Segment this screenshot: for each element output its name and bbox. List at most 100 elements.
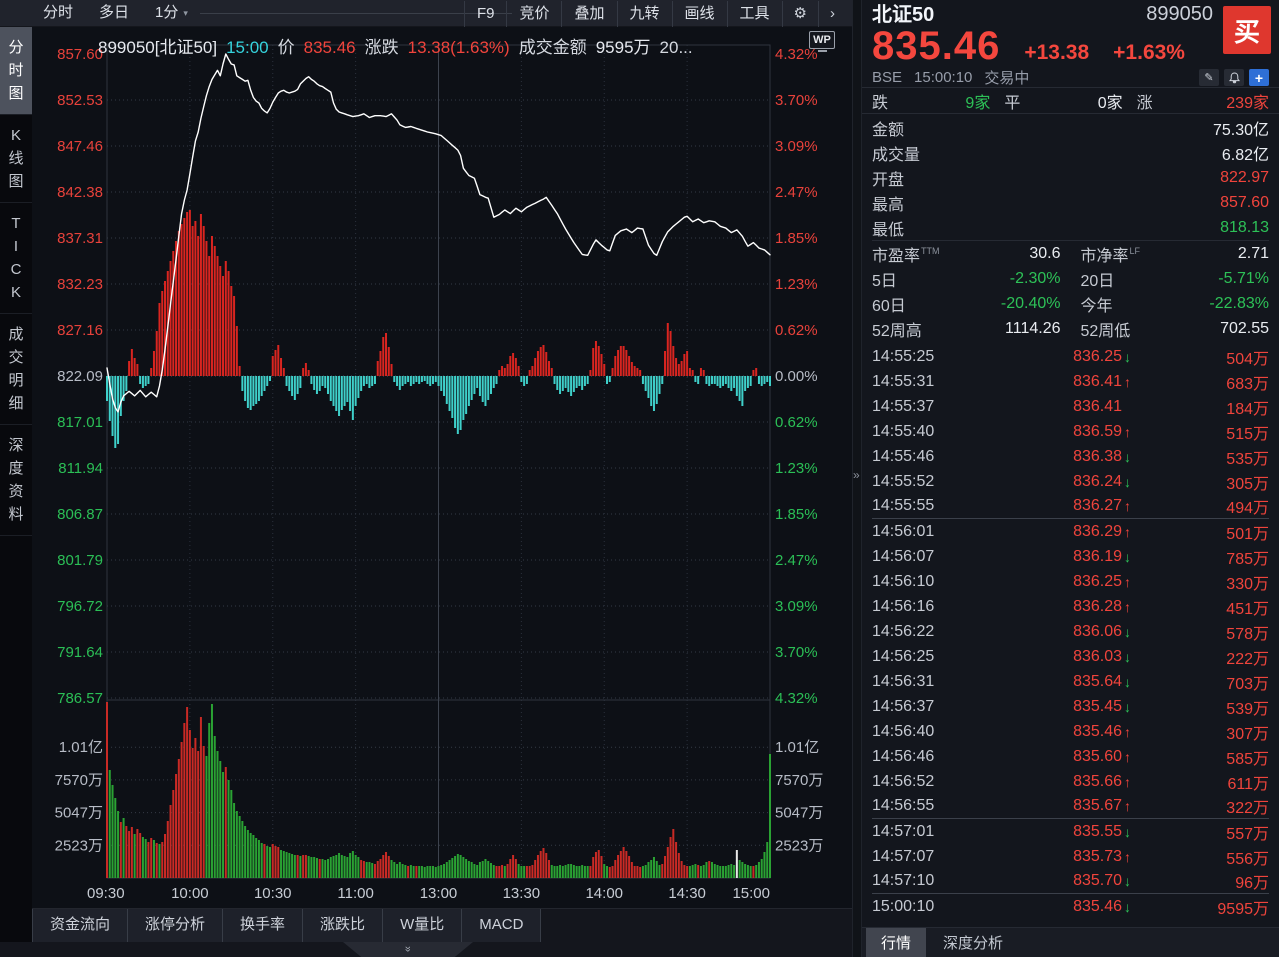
- tick-row-1[interactable]: 14:55:31 836.41 ↑ 683万: [872, 369, 1269, 394]
- tick-time: 14:56:46: [872, 747, 935, 765]
- tick-price: 836.25: [1073, 572, 1122, 590]
- toolbar-action-1[interactable]: 竞价: [506, 0, 561, 27]
- tick-row-7[interactable]: 14:56:01 836.29 ↑ 501万: [872, 519, 1269, 544]
- chart-canvas[interactable]: 857.60 4.32% 852.53 3.70% 847.46 3.09% 842.38 2…: [32, 27, 852, 908]
- tick-row-18[interactable]: 14:56:55 835.67 ↑ 322万: [872, 794, 1269, 819]
- tick-row-4[interactable]: 14:55:46 836.38 ↓ 535万: [872, 444, 1269, 469]
- tick-row-19[interactable]: 14:57:01 835.55 ↓ 557万: [872, 819, 1269, 844]
- tick-row-13[interactable]: 14:56:31 835.64 ↓ 703万: [872, 669, 1269, 694]
- indicator-tab-4[interactable]: W量比: [383, 909, 463, 942]
- tick-row-0[interactable]: 14:55:25 836.25 ↓ 504万: [872, 344, 1269, 369]
- tick-price: 835.55: [1073, 822, 1122, 840]
- percent-axis-label: 1.23%: [775, 460, 818, 477]
- percent-axis-label: 2.47%: [775, 184, 818, 201]
- tick-volume: 611万: [1227, 775, 1269, 793]
- tick-list[interactable]: 14:55:25 836.25 ↓ 504万 14:55:31 836.41 ↑ 683万 14…: [862, 344, 1279, 927]
- price-label: 价: [277, 38, 295, 57]
- indicator-tab-2[interactable]: 换手率: [223, 909, 304, 942]
- quote-time: 15:00:10: [914, 69, 973, 86]
- stat-value: -2.30%: [1009, 269, 1061, 287]
- dropdown-caret-icon[interactable]: ▾: [183, 7, 188, 18]
- tick-row-14[interactable]: 14:56:37 835.45 ↓ 539万: [872, 694, 1269, 719]
- alert-bell-icon[interactable]: [1224, 69, 1244, 86]
- toolbar-action-4[interactable]: 画线: [671, 0, 727, 27]
- price-axis-label: 842.38: [57, 184, 103, 201]
- price-axis-label: 822.09: [57, 368, 103, 385]
- panel-splitter[interactable]: »: [852, 0, 862, 957]
- tick-row-15[interactable]: 14:56:40 835.46 ↑ 307万: [872, 719, 1269, 744]
- quote-header: 北证50 899050 买 835.46 +13.38 +1.63% BSE 1…: [862, 0, 1279, 87]
- tick-price: 836.19: [1073, 547, 1122, 565]
- stat-superscript: TTM: [921, 246, 940, 257]
- tick-volume: 184万: [1226, 400, 1269, 418]
- chevron-right-icon[interactable]: ›: [818, 0, 846, 27]
- intraday-chart[interactable]: 899050[北证50] 15:00 价 835.46 涨跌 13.38(1.6…: [32, 27, 852, 908]
- tick-time: 14:55:25: [872, 347, 935, 365]
- tick-row-20[interactable]: 14:57:07 835.73 ↑ 556万: [872, 844, 1269, 869]
- tick-row-12[interactable]: 14:56:25 836.03 ↓ 222万: [872, 644, 1269, 669]
- tick-row-16[interactable]: 14:56:46 835.60 ↑ 585万: [872, 744, 1269, 769]
- stat-value: 822.97: [1220, 168, 1269, 186]
- tick-row-21[interactable]: 14:57:10 835.70 ↓ 96万: [872, 869, 1269, 894]
- stat-value: -22.83%: [1209, 294, 1269, 312]
- sidebar-item-0[interactable]: 分 时 图: [0, 27, 32, 115]
- down-count-label: 跌: [872, 94, 889, 112]
- tick-row-17[interactable]: 14:56:52 835.66 ↑ 611万: [872, 769, 1269, 794]
- indicator-tab-1[interactable]: 涨停分析: [128, 909, 224, 942]
- toolbar-left-group: 分时 多日 1分: [30, 0, 191, 26]
- expand-bottom-panel-button[interactable]: «: [343, 942, 473, 957]
- tick-row-3[interactable]: 14:55:40 836.59 ↑ 515万: [872, 419, 1269, 444]
- tick-row-9[interactable]: 14:56:10 836.25 ↑ 330万: [872, 569, 1269, 594]
- sidebar-item-1[interactable]: K 线 图: [0, 115, 32, 203]
- toolbar-item-2[interactable]: 1分: [155, 4, 179, 21]
- indicator-tab-3[interactable]: 涨跌比: [303, 909, 384, 942]
- tick-price-group: 836.03 ↓: [967, 648, 1139, 666]
- tick-volume: 96万: [1235, 875, 1269, 892]
- arrow-up-icon: ↑: [1124, 573, 1131, 590]
- add-plus-icon[interactable]: +: [1249, 69, 1269, 86]
- tick-time: 14:56:37: [872, 697, 935, 715]
- expand-panel-icon[interactable]: »: [853, 468, 860, 482]
- tick-row-11[interactable]: 14:56:22 836.06 ↓ 578万: [872, 619, 1269, 644]
- toolbar-item-1[interactable]: 多日: [99, 4, 130, 21]
- tick-row-8[interactable]: 14:56:07 836.19 ↓ 785万: [872, 544, 1269, 569]
- stat-cell: 60日 -20.40%: [872, 291, 1061, 316]
- indicator-tab-0[interactable]: 资金流向: [32, 909, 129, 942]
- volume-axis-label: 1.01亿: [775, 739, 819, 756]
- indicator-tab-5[interactable]: MACD: [462, 909, 542, 942]
- gear-icon[interactable]: ⚙: [781, 0, 818, 27]
- percent-axis-label: 3.70%: [775, 644, 818, 661]
- panel-tab-0[interactable]: 行情: [866, 928, 927, 957]
- stat-label: 最高: [872, 196, 905, 214]
- chart-symbol: 899050[北证50]: [98, 38, 218, 57]
- tick-price-group: 836.28 ↑: [967, 598, 1139, 616]
- tick-time: 14:56:22: [872, 622, 935, 640]
- tick-row-10[interactable]: 14:56:16 836.28 ↑ 451万: [872, 594, 1269, 619]
- tick-row-22[interactable]: 15:00:10 835.46 ↓ 9595万: [872, 894, 1269, 919]
- buy-button[interactable]: 买: [1223, 6, 1271, 54]
- arrow-down-icon: ↓: [1124, 473, 1131, 490]
- toolbar-action-2[interactable]: 叠加: [561, 0, 616, 27]
- edit-pencil-icon[interactable]: ✎: [1199, 69, 1219, 86]
- price-value: 835.46: [303, 38, 356, 57]
- tick-row-6[interactable]: 14:55:55 836.27 ↑ 494万: [872, 494, 1269, 519]
- volume-axis-label: 1.01亿: [59, 739, 103, 756]
- arrow-up-icon: ↑: [1124, 848, 1131, 865]
- wp-screen-icon[interactable]: WP: [809, 31, 835, 52]
- stat-value: 2.71: [1237, 244, 1269, 262]
- tick-price-group: 836.38 ↓: [967, 448, 1139, 466]
- sidebar-item-3[interactable]: 成 交 明 细: [0, 314, 32, 425]
- tick-row-5[interactable]: 14:55:52 836.24 ↓ 305万: [872, 469, 1269, 494]
- toolbar-action-0[interactable]: F9: [463, 0, 507, 27]
- price-axis-label: 796.72: [57, 598, 103, 615]
- toolbar-item-0[interactable]: 分时: [43, 4, 74, 21]
- toolbar-action-3[interactable]: 九转: [616, 0, 672, 27]
- panel-tab-1[interactable]: 深度分析: [943, 935, 1004, 952]
- sidebar-item-4[interactable]: 深 度 资 料: [0, 425, 32, 536]
- tick-row-2[interactable]: 14:55:37 836.41 184万: [872, 394, 1269, 419]
- tick-time: 14:57:10: [872, 872, 935, 889]
- tick-volume: 504万: [1226, 350, 1269, 368]
- toolbar-action-5[interactable]: 工具: [726, 0, 782, 27]
- sidebar-item-2[interactable]: T I C K: [0, 203, 32, 314]
- time-axis-label: 15:00: [732, 885, 770, 902]
